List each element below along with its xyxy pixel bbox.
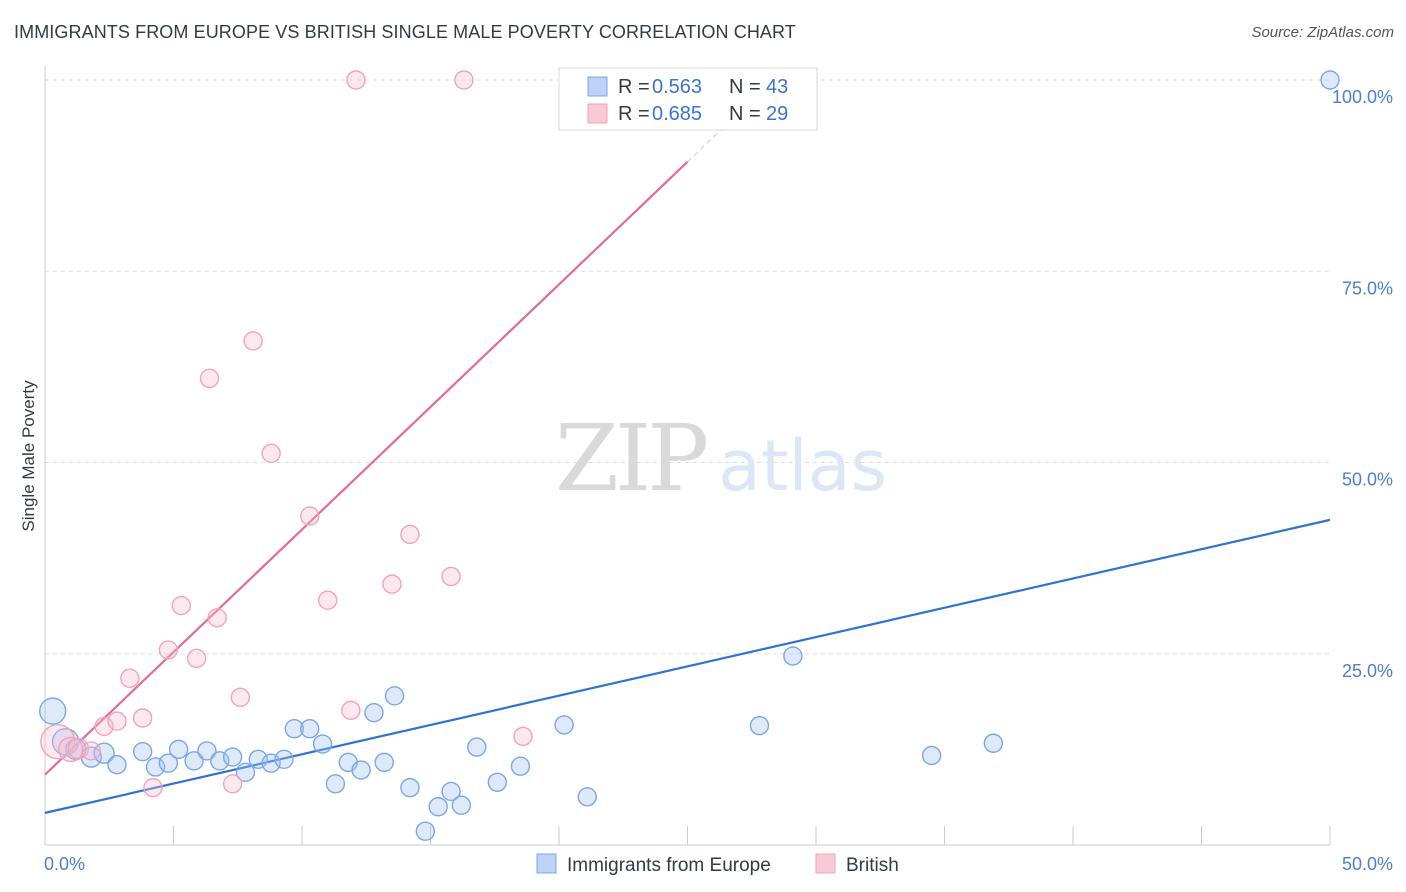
point-immigrants-from-europe-17 bbox=[274, 749, 294, 770]
point-immigrants-from-europe-4 bbox=[93, 742, 115, 764]
point-immigrants-from-europe-23 bbox=[351, 760, 371, 780]
y-tick-label-3: 100.0% bbox=[1332, 87, 1393, 107]
point-british-9 bbox=[158, 640, 179, 660]
source-label: Source: ZipAtlas.com bbox=[1251, 24, 1394, 41]
point-immigrants-from-europe-34 bbox=[510, 756, 531, 776]
point-immigrants-from-europe-31 bbox=[451, 795, 472, 815]
y-tick-labels: 25.0% 50.0% 75.0% 100.0% bbox=[1332, 87, 1393, 681]
data-points bbox=[39, 70, 1340, 841]
point-immigrants-from-europe-30 bbox=[441, 781, 461, 802]
point-immigrants-from-europe-39 bbox=[921, 745, 942, 766]
legend-n-label-2: N = bbox=[729, 103, 761, 125]
point-british-11 bbox=[186, 648, 207, 669]
point-british-15 bbox=[230, 687, 251, 708]
y-tick-label-0: 25.0% bbox=[1342, 661, 1393, 681]
series-swatch-pink bbox=[815, 853, 836, 874]
point-british-6 bbox=[120, 668, 140, 688]
y-axis-title: Single Male Poverty bbox=[19, 380, 38, 532]
axes bbox=[44, 66, 1331, 846]
point-immigrants-from-europe-0 bbox=[39, 697, 67, 725]
point-immigrants-from-europe-35 bbox=[554, 715, 574, 735]
point-immigrants-from-europe-21 bbox=[325, 774, 346, 794]
point-immigrants-from-europe-25 bbox=[374, 752, 394, 773]
point-british-10 bbox=[171, 595, 191, 616]
point-british-5 bbox=[107, 711, 127, 731]
point-british-8 bbox=[143, 777, 163, 798]
watermark-zip: ZIP bbox=[555, 405, 706, 512]
point-immigrants-from-europe-3 bbox=[80, 746, 102, 768]
gridlines bbox=[45, 79, 1330, 655]
correlation-legend: R = 0.563 N = 43 R = 0.685 N = 29 bbox=[558, 67, 818, 131]
point-immigrants-from-europe-8 bbox=[158, 753, 179, 773]
point-british-2 bbox=[67, 737, 90, 760]
point-british-14 bbox=[222, 774, 243, 794]
legend-swatch-pink bbox=[587, 103, 608, 124]
point-immigrants-from-europe-37 bbox=[749, 715, 770, 736]
point-british-16 bbox=[243, 331, 263, 351]
point-immigrants-from-europe-28 bbox=[415, 821, 436, 841]
point-british-7 bbox=[132, 708, 153, 728]
point-british-21 bbox=[346, 70, 366, 90]
point-british-25 bbox=[454, 70, 474, 90]
legend-r-value-2: 0.685 bbox=[652, 103, 702, 125]
point-british-13 bbox=[207, 608, 227, 628]
legend-swatch-blue bbox=[587, 76, 608, 97]
point-immigrants-from-europe-11 bbox=[197, 741, 217, 761]
series-name-1: Immigrants from Europe bbox=[567, 855, 771, 876]
point-british-18 bbox=[300, 506, 320, 526]
point-immigrants-from-europe-9 bbox=[168, 739, 189, 760]
point-immigrants-from-europe-27 bbox=[400, 777, 420, 798]
x-tick-label-0: 0.0% bbox=[44, 854, 85, 874]
point-british-20 bbox=[341, 700, 361, 721]
legend-n-value-2: 29 bbox=[766, 103, 788, 125]
watermark: ZIP atlas bbox=[555, 405, 887, 512]
point-immigrants-from-europe-14 bbox=[235, 762, 256, 783]
point-immigrants-from-europe-18 bbox=[284, 719, 304, 739]
y-tick-label-1: 50.0% bbox=[1342, 470, 1393, 490]
legend-n-label-1: N = bbox=[729, 76, 761, 98]
point-immigrants-from-europe-32 bbox=[467, 737, 487, 757]
legend-r-label-1: R = bbox=[618, 76, 650, 98]
point-british-17 bbox=[261, 443, 281, 464]
series-legend: Immigrants from Europe British bbox=[536, 853, 899, 876]
x-tick-labels: 0.0% 50.0% bbox=[44, 854, 1393, 874]
point-immigrants-from-europe-10 bbox=[184, 751, 204, 771]
point-british-26 bbox=[513, 726, 533, 747]
point-british-22 bbox=[382, 574, 402, 594]
point-immigrants-from-europe-26 bbox=[384, 686, 405, 706]
point-immigrants-from-europe-29 bbox=[428, 797, 448, 817]
point-immigrants-from-europe-6 bbox=[132, 741, 153, 762]
point-immigrants-from-europe-24 bbox=[364, 702, 384, 723]
point-immigrants-from-europe-36 bbox=[577, 787, 597, 807]
point-immigrants-from-europe-33 bbox=[487, 772, 508, 792]
series-name-2: British bbox=[846, 855, 899, 876]
trend-line-british bbox=[44, 161, 689, 776]
legend-n-value-1: 43 bbox=[766, 76, 788, 98]
point-immigrants-from-europe-5 bbox=[107, 754, 127, 775]
point-immigrants-from-europe-20 bbox=[312, 734, 333, 754]
x-tick-label-1: 50.0% bbox=[1342, 854, 1393, 874]
series-swatch-blue bbox=[536, 853, 557, 874]
point-immigrants-from-europe-40 bbox=[983, 733, 1004, 753]
point-immigrants-from-europe-38 bbox=[783, 646, 803, 666]
point-immigrants-from-europe-13 bbox=[222, 747, 243, 767]
point-british-23 bbox=[400, 524, 420, 545]
trend-line-immigrants-from-europe bbox=[44, 518, 1331, 814]
watermark-atlas: atlas bbox=[718, 425, 887, 507]
point-british-3 bbox=[81, 741, 101, 761]
point-british-12 bbox=[199, 368, 220, 389]
chart-title: IMMIGRANTS FROM EUROPE VS BRITISH SINGLE… bbox=[14, 22, 796, 42]
point-british-0 bbox=[40, 724, 76, 760]
point-immigrants-from-europe-41 bbox=[1320, 70, 1340, 90]
point-british-19 bbox=[318, 590, 338, 610]
legend-r-value-1: 0.563 bbox=[652, 76, 702, 98]
y-tick-label-2: 75.0% bbox=[1342, 278, 1393, 298]
point-british-24 bbox=[441, 566, 461, 587]
point-immigrants-from-europe-19 bbox=[300, 719, 320, 739]
legend-r-label-2: R = bbox=[618, 103, 650, 125]
